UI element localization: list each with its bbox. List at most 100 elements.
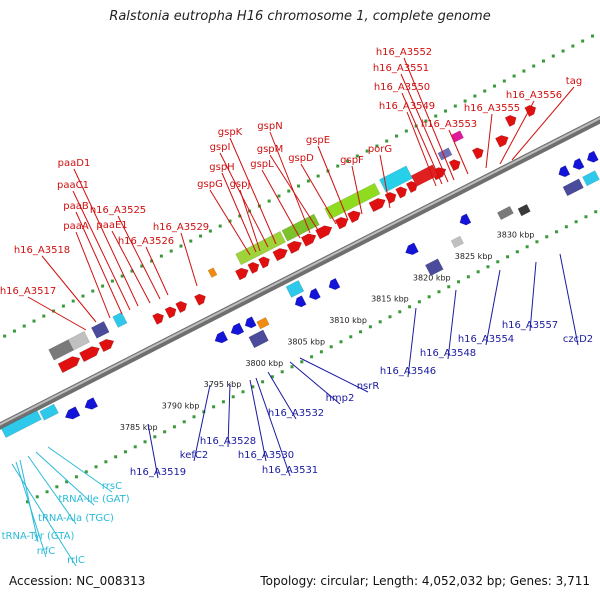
- scale-label: 3825 kbp: [455, 252, 493, 261]
- reverse-gene-label: h16_A3532: [268, 408, 324, 419]
- leader-line: [227, 383, 231, 448]
- inner-tick-dot: [143, 440, 147, 444]
- inner-tick-dot: [94, 465, 98, 469]
- inner-tick-dot: [447, 285, 451, 289]
- forward-gene: [98, 339, 115, 353]
- leader-line: [75, 231, 111, 319]
- outer-tick-dot: [502, 79, 506, 83]
- forward-gene: [495, 135, 509, 148]
- outer-tick-dot: [61, 304, 65, 308]
- outer-tick-dot: [590, 34, 594, 38]
- inner-tick-dot: [339, 340, 343, 344]
- inner-tick-dot: [310, 355, 314, 359]
- forward-gene: [234, 267, 249, 281]
- leader-line: [147, 423, 159, 479]
- leader-line: [317, 145, 349, 221]
- outer-tick-dot: [306, 179, 310, 183]
- forward-gene-label: gspM: [257, 144, 284, 155]
- forward-gene: [524, 104, 537, 117]
- outer-tick-dot: [512, 74, 516, 78]
- leader-line: [117, 215, 161, 300]
- forward-gene-label: h16_A3529: [153, 222, 209, 233]
- scale-label: 3805 kbp: [287, 337, 325, 346]
- outer-tick-dot: [277, 194, 281, 198]
- chromosome-backbone: [0, 115, 600, 430]
- inner-tick-dot: [525, 245, 529, 249]
- rna-gene-label: tRNA-Tyr (GTA): [2, 531, 75, 542]
- forward-gene-label: tag: [566, 76, 582, 87]
- inner-tick-dot: [545, 235, 549, 239]
- inner-tick-dot: [496, 260, 500, 264]
- leader-line: [406, 111, 437, 187]
- reverse-gene: [84, 397, 99, 410]
- leader-line: [448, 129, 469, 175]
- inner-tick-dot: [290, 365, 294, 369]
- inner-tick-dot: [65, 480, 69, 484]
- reverse-gene-label: czcD2: [563, 334, 593, 345]
- forward-gene-label: h16_A3551: [373, 63, 429, 74]
- forward-gene-label: gspL: [250, 159, 274, 170]
- leader-line: [27, 296, 87, 331]
- leader-line: [15, 461, 47, 558]
- outer-tick-dot: [208, 229, 212, 233]
- forward-gene-label: gspF: [340, 155, 364, 166]
- scale-label: 3815 kbp: [371, 295, 409, 304]
- reverse-gene: [328, 277, 341, 290]
- forward-gene-label: h16_A3553: [421, 119, 477, 130]
- inner-tick-dot: [114, 455, 118, 459]
- gene-box: [562, 178, 584, 197]
- outer-tick-dot: [532, 64, 536, 68]
- outer-tick-dot: [218, 224, 222, 228]
- inner-tick-dot: [466, 275, 470, 279]
- outer-tick-dot: [365, 149, 369, 153]
- inner-tick-dot: [74, 475, 78, 479]
- leader-line: [267, 371, 297, 420]
- leader-line: [73, 168, 139, 307]
- leader-line: [511, 86, 575, 161]
- leader-line: [289, 361, 341, 405]
- forward-gene-label: h16_A3526: [118, 236, 174, 247]
- forward-gene: [315, 225, 333, 240]
- outer-tick-dot: [473, 94, 477, 98]
- gene-box: [379, 165, 413, 193]
- inner-tick-dot: [55, 485, 59, 489]
- forward-gene: [384, 191, 397, 204]
- outer-tick-dot: [130, 269, 134, 273]
- outer-tick-dot: [71, 299, 75, 303]
- gene-box: [281, 213, 320, 242]
- reverse-gene: [572, 157, 585, 170]
- inner-tick-dot: [104, 460, 108, 464]
- topology-text: Topology: circular; Length: 4,052,032 bp…: [260, 574, 590, 588]
- inner-tick-dot: [192, 415, 196, 419]
- leader-line: [269, 154, 319, 231]
- leader-line: [255, 377, 291, 477]
- inner-tick-dot: [133, 445, 137, 449]
- scale-label: 3795 kbp: [204, 380, 242, 389]
- inner-tick-dot: [202, 410, 206, 414]
- forward-gene-label: paaD1: [58, 158, 91, 169]
- outer-tick-dot: [453, 104, 457, 108]
- inner-tick-dot: [506, 255, 510, 259]
- forward-gene: [152, 312, 165, 325]
- forward-gene-label: h16_A3556: [506, 90, 562, 101]
- rna-gene-label: rrfC: [37, 546, 56, 557]
- inner-tick-dot: [574, 220, 578, 224]
- scale-label: 3810 kbp: [329, 316, 367, 325]
- leader-line: [407, 307, 417, 378]
- forward-gene: [334, 216, 349, 230]
- chromosome-backbone-highlight: [0, 117, 600, 426]
- inner-tick-dot: [300, 360, 304, 364]
- outer-tick-dot: [189, 239, 193, 243]
- leader-line: [72, 190, 131, 311]
- forward-gene: [57, 356, 81, 374]
- outer-tick-dot: [110, 279, 114, 283]
- outer-tick-dot: [199, 234, 203, 238]
- outer-tick-dot: [346, 159, 350, 163]
- leader-line: [249, 379, 267, 462]
- gene-box: [256, 317, 270, 330]
- outer-tick-dot: [424, 119, 428, 123]
- inner-tick-dot: [241, 390, 245, 394]
- inner-tick-dot: [427, 295, 431, 299]
- leader-line: [111, 230, 151, 304]
- outer-tick-dot: [267, 199, 271, 203]
